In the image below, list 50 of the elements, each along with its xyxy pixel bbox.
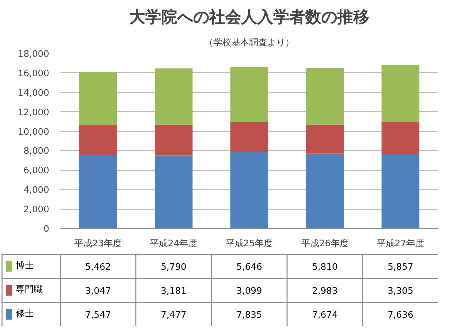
y-tick-label: 8,000 <box>24 147 50 158</box>
y-tick-label: 10,000 <box>18 128 50 138</box>
bar <box>155 68 193 125</box>
y-tick-label: 2,000 <box>24 206 50 216</box>
y-tick-label: 14,000 <box>18 88 50 99</box>
data-label: 5,857 <box>388 263 414 273</box>
data-label: 7,835 <box>236 311 262 321</box>
bar <box>382 122 420 154</box>
x-tick-label: 平成25年度 <box>226 238 274 250</box>
legend-label: 修士 <box>16 308 34 320</box>
y-tick-label: 12,000 <box>18 108 50 118</box>
data-label: 7,636 <box>388 311 414 321</box>
legend-label: 専門職 <box>16 284 44 296</box>
y-tick-label: 0 <box>44 225 50 235</box>
x-tick-label: 平成23年度 <box>74 238 122 250</box>
bar <box>306 124 344 154</box>
chart-title: 大学院への社会人入学者数の推移 <box>130 8 370 26</box>
data-label: 3,305 <box>388 287 414 297</box>
x-tick-label: 平成26年度 <box>301 238 349 250</box>
bar <box>306 154 344 228</box>
bar <box>382 65 420 122</box>
chart-subtitle: （学校基本調査より） <box>204 38 294 48</box>
y-tick-label: 6,000 <box>24 166 50 177</box>
y-tick-label: 16,000 <box>18 69 50 80</box>
bar <box>79 72 118 126</box>
y-tick-label: 4,000 <box>24 186 50 196</box>
bar <box>79 126 118 156</box>
bar <box>155 124 193 156</box>
y-tick-label: 18,000 <box>18 50 50 60</box>
legend-label: 博士 <box>16 260 34 272</box>
data-label: 2,983 <box>312 287 338 297</box>
data-label: 5,810 <box>312 263 338 273</box>
data-label: 5,790 <box>161 263 188 273</box>
data-label: 7,477 <box>161 311 187 321</box>
data-label: 5,646 <box>236 263 263 273</box>
bar <box>306 68 344 125</box>
data-label: 7,674 <box>312 311 338 321</box>
data-label: 3,047 <box>85 287 112 297</box>
data-label: 7,547 <box>85 311 112 321</box>
data-label: 5,462 <box>85 263 112 273</box>
bar <box>382 154 420 228</box>
x-tick-label: 平成27年度 <box>376 238 424 250</box>
bar <box>79 155 118 228</box>
data-label: 3,181 <box>161 287 187 297</box>
bar <box>230 152 268 228</box>
bar <box>155 156 193 228</box>
bar <box>230 122 268 152</box>
x-tick-label: 平成24年度 <box>150 238 198 250</box>
bar <box>230 67 268 122</box>
data-label: 3,099 <box>236 287 263 297</box>
